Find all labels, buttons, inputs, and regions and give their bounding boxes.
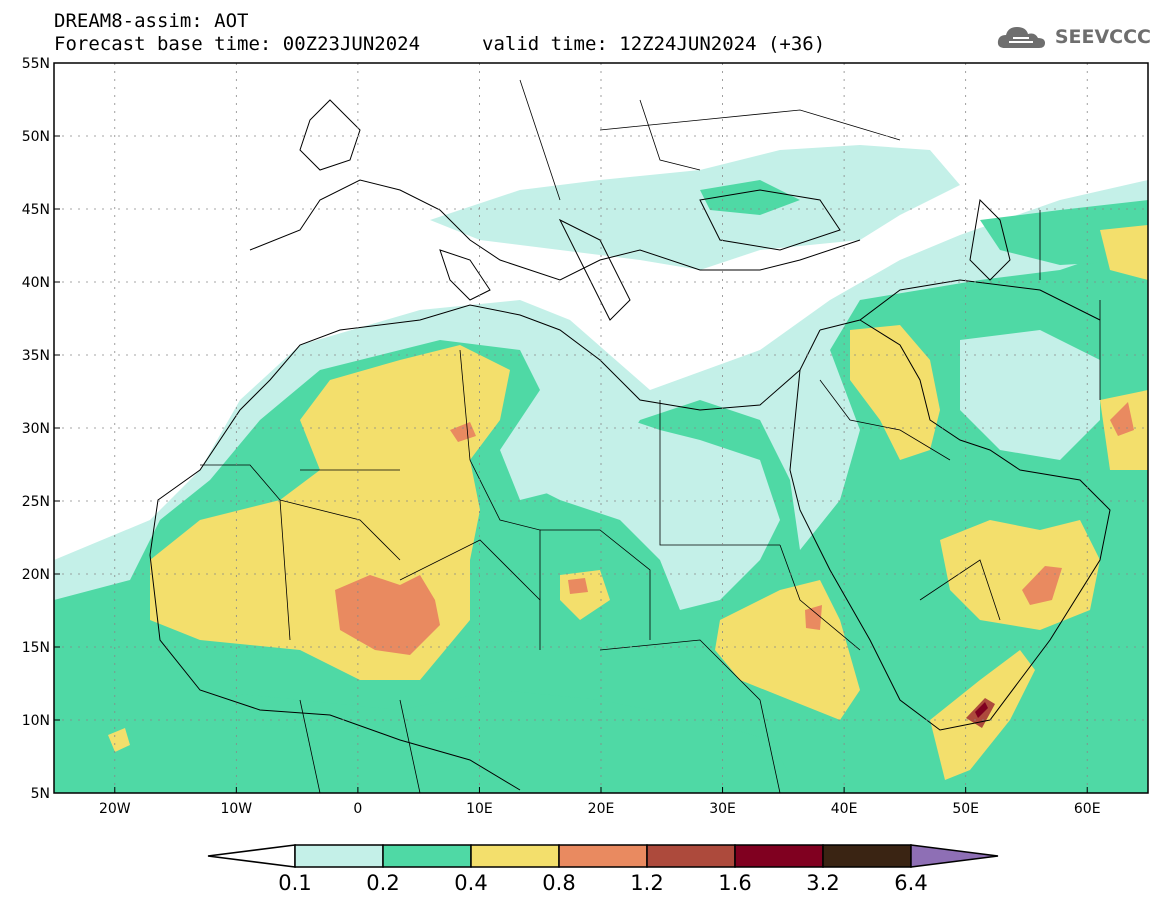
aot-band-1.6-somalia: [975, 702, 988, 718]
aot-band-0.2-black-sea: [700, 180, 800, 215]
lat-label: 10N: [22, 713, 50, 729]
colorbar-level-label: 1.6: [718, 871, 751, 895]
lon-label: 60E: [1074, 801, 1101, 817]
lat-label: 50N: [22, 129, 50, 145]
aot-band-0.4-arabia: [940, 520, 1100, 630]
colorbar-level-label: 0.4: [454, 871, 487, 895]
coastlines: [149, 99, 1111, 791]
aot-band-0.8-algeria: [450, 422, 476, 442]
logo-text: SEEVCCC: [1054, 26, 1151, 48]
lat-label: 40N: [22, 275, 50, 291]
map-frame: [53, 62, 1149, 794]
lat-labels: 55N 50N 45N 40N 35N 30N 25N 20N 15N 10N 5N: [22, 56, 50, 802]
lon-label: 20E: [588, 801, 615, 817]
aot-band-0.1-europe: [430, 145, 960, 270]
colorbar-segment: [382, 844, 472, 868]
colorbar-level-label: 3.2: [806, 871, 839, 895]
aot-band-0.8-iran: [1110, 402, 1134, 436]
aot-band-0.8-chad: [568, 578, 588, 594]
colorbar-level-label: 0.1: [278, 871, 311, 895]
lat-label: 35N: [22, 348, 50, 364]
cloud-icon: [997, 27, 1045, 48]
aot-band-0.4-sudan: [715, 580, 860, 720]
aot-band-0.4-caspian: [1100, 225, 1148, 280]
colorbar-level-label: 0.2: [366, 871, 399, 895]
lat-label: 15N: [22, 640, 50, 656]
lat-label: 20N: [22, 567, 50, 583]
lon-label: 30E: [709, 801, 736, 817]
colorbar: 0.1 0.2 0.4 0.8 1.2 1.6 3.2 6.4: [207, 844, 999, 895]
colorbar-segment: [734, 844, 824, 868]
colorbar-under-arrow: [207, 844, 296, 868]
lon-label: 20W: [99, 801, 131, 817]
colorbar-segment: [470, 844, 560, 868]
seevccc-logo: SEEVCCC: [995, 22, 1151, 52]
aot-band-0.8-oman: [1022, 566, 1062, 605]
colorbar-over-arrow: [910, 844, 999, 868]
colorbar-level-label: 6.4: [894, 871, 927, 895]
aot-field: [54, 79, 1148, 793]
valid-time: valid time: 12Z24JUN2024 (+36): [482, 33, 826, 55]
lat-label: 25N: [22, 494, 50, 510]
lat-label: 55N: [22, 56, 50, 72]
forecast-base-time: Forecast base time: 00Z23JUN2024: [54, 33, 421, 55]
colorbar-level-label: 1.2: [630, 871, 663, 895]
lon-label: 10E: [466, 801, 493, 817]
aot-band-0.4-atlantic: [108, 728, 130, 752]
lat-label: 5N: [31, 786, 50, 802]
lon-label: 50E: [952, 801, 979, 817]
lat-label: 30N: [22, 421, 50, 437]
lon-label: 10W: [220, 801, 252, 817]
aot-band-0.8-mali: [335, 575, 440, 655]
colorbar-segment: [646, 844, 736, 868]
lon-label: 0: [353, 801, 362, 817]
aot-hole-sahel: [54, 640, 800, 793]
map-title: DREAM8-assim: AOT: [54, 10, 249, 32]
aot-hole-libya: [520, 410, 780, 610]
lat-label: 45N: [22, 202, 50, 218]
lon-label: 40E: [831, 801, 858, 817]
aot-band-0.4-iraq: [850, 325, 940, 460]
gridlines: [54, 62, 1148, 794]
colorbar-level-label: 0.8: [542, 871, 575, 895]
aot-band-0.8-sudan: [805, 605, 822, 630]
lon-labels: 20W 10W 0 10E 20E 30E 40E 50E 60E: [99, 801, 1101, 817]
colorbar-segment: [558, 844, 648, 868]
colorbar-segment: [822, 844, 912, 868]
aot-hole-iran: [960, 330, 1100, 460]
colorbar-segment: [294, 844, 384, 868]
country-borders: [200, 79, 1101, 793]
